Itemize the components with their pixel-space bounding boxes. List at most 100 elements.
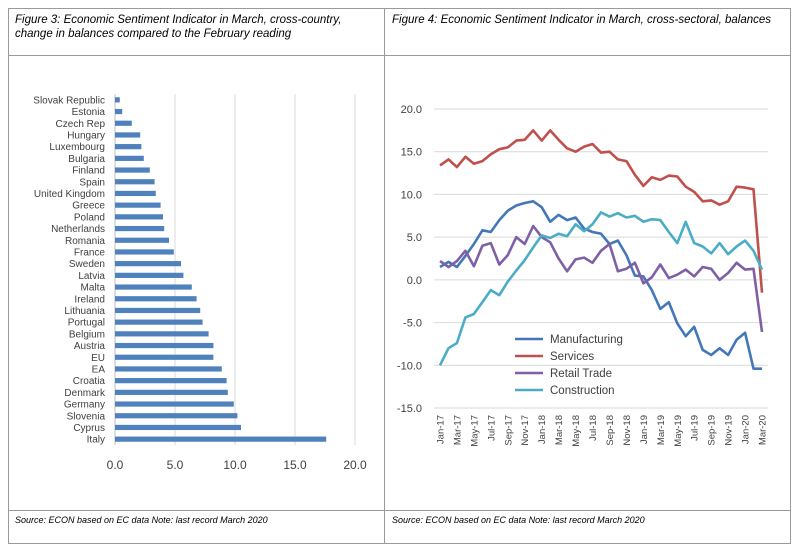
legend-label: Services bbox=[550, 351, 594, 363]
x-tick-label: Jan-18 bbox=[537, 415, 548, 444]
x-tick-label: 20.0 bbox=[343, 458, 367, 472]
category-label: Ireland bbox=[74, 294, 105, 305]
panel-divider bbox=[384, 8, 385, 544]
bar-poland bbox=[115, 214, 163, 220]
bar-romania bbox=[115, 237, 169, 243]
bar-luxembourg bbox=[115, 144, 142, 150]
category-label: Cyprus bbox=[73, 423, 105, 434]
category-label: United Kingdom bbox=[34, 189, 105, 200]
x-tick-label: Nov-19 bbox=[724, 415, 735, 446]
category-label: Finland bbox=[72, 166, 105, 177]
bar-eu bbox=[115, 354, 214, 360]
figure-4-source: Source: ECON based on EC data Note: last… bbox=[392, 515, 645, 525]
x-tick-label: Sep-19 bbox=[707, 415, 718, 446]
category-label: Greece bbox=[72, 201, 105, 212]
category-label: Luxembourg bbox=[49, 142, 105, 153]
x-tick-label: Jan-17 bbox=[436, 415, 447, 444]
bar-bulgaria bbox=[115, 155, 144, 161]
x-tick-label: Mar-20 bbox=[758, 415, 769, 445]
x-tick-label: Mar-18 bbox=[554, 415, 565, 445]
x-tick-label: Jul-18 bbox=[588, 415, 599, 441]
x-tick-label: 10.0 bbox=[223, 458, 247, 472]
x-tick-label: Jul-17 bbox=[486, 415, 497, 441]
category-label: Slovenia bbox=[67, 411, 106, 422]
bar-ea bbox=[115, 366, 222, 372]
category-label: Bulgaria bbox=[68, 154, 105, 165]
category-label: Germany bbox=[64, 400, 105, 411]
y-tick-label: 0.0 bbox=[407, 275, 422, 287]
x-tick-label: May-18 bbox=[571, 415, 582, 447]
category-label: Latvia bbox=[78, 271, 105, 282]
category-label: Belgium bbox=[69, 329, 105, 340]
x-tick-label: Sep-17 bbox=[503, 415, 514, 446]
y-tick-label: -15.0 bbox=[397, 403, 422, 415]
x-tick-label: Sep-18 bbox=[605, 415, 616, 446]
category-label: EU bbox=[91, 353, 105, 364]
x-tick-label: 0.0 bbox=[107, 458, 124, 472]
bar-ireland bbox=[115, 296, 197, 302]
x-tick-label: 15.0 bbox=[283, 458, 307, 472]
category-label: Italy bbox=[87, 435, 105, 446]
series-line-construction bbox=[438, 211, 764, 366]
bar-portugal bbox=[115, 319, 203, 325]
bar-slovak-republic bbox=[115, 97, 120, 103]
x-tick-label: 5.0 bbox=[167, 458, 184, 472]
category-label: Spain bbox=[79, 177, 105, 188]
bar-italy bbox=[115, 436, 327, 442]
series-line-services bbox=[439, 129, 764, 293]
bar-spain bbox=[115, 179, 155, 185]
bar-france bbox=[115, 249, 174, 255]
y-tick-label: 10.0 bbox=[401, 189, 422, 201]
y-tick-label: 5.0 bbox=[407, 232, 422, 244]
x-tick-label: Jan-19 bbox=[639, 415, 650, 444]
x-tick-label: Nov-17 bbox=[520, 415, 531, 446]
bar-finland bbox=[115, 167, 150, 173]
bar-croatia bbox=[115, 378, 227, 384]
legend-label: Construction bbox=[550, 385, 615, 397]
category-label: Sweden bbox=[69, 259, 105, 270]
title-divider bbox=[8, 55, 791, 56]
figure-3-bar-chart: 0.0 5.0 10.0 15.0 20.0 Slovak RepublicEstonia… bbox=[33, 94, 367, 472]
category-label: Malta bbox=[81, 283, 106, 294]
category-label: Estonia bbox=[72, 107, 106, 118]
bar-belgium bbox=[115, 331, 209, 337]
category-label: Czech Rep bbox=[56, 119, 106, 130]
category-label: EA bbox=[92, 364, 106, 375]
category-label: Portugal bbox=[68, 318, 105, 329]
bar-latvia bbox=[115, 272, 184, 278]
category-label: Netherlands bbox=[51, 224, 105, 235]
x-tick-label: May-17 bbox=[469, 415, 480, 447]
bar-sweden bbox=[115, 261, 181, 267]
legend-label: Retail Trade bbox=[550, 368, 612, 380]
figure-4-title: Figure 4: Economic Sentiment Indicator i… bbox=[392, 14, 772, 26]
y-tick-label: 20.0 bbox=[401, 104, 422, 116]
category-label: Romania bbox=[65, 236, 105, 247]
x-tick-label: Nov-18 bbox=[622, 415, 633, 446]
x-tick-label: Mar-17 bbox=[452, 415, 463, 445]
x-tick-label: Jan-20 bbox=[741, 415, 752, 444]
category-label: Denmark bbox=[64, 388, 106, 399]
category-label: Poland bbox=[74, 212, 105, 223]
figure-3-source: Source: ECON based on EC data Note: last… bbox=[15, 515, 268, 525]
bar-netherlands bbox=[115, 225, 165, 232]
series-line-manufacturing bbox=[439, 200, 762, 371]
bar-lithuania bbox=[115, 307, 201, 314]
legend-label: Manufacturing bbox=[550, 334, 623, 346]
x-tick-label: Mar-19 bbox=[656, 415, 667, 445]
bar-denmark bbox=[115, 389, 228, 395]
y-tick-label: -5.0 bbox=[403, 318, 422, 330]
x-tick-label: Jul-19 bbox=[690, 415, 701, 441]
bar-germany bbox=[115, 401, 234, 407]
category-label: Hungary bbox=[67, 130, 105, 141]
bar-czech-rep bbox=[115, 120, 132, 126]
bar-estonia bbox=[115, 108, 123, 115]
bar-malta bbox=[115, 284, 192, 290]
figure-3-title: Figure 3: Economic Sentiment Indicator i… bbox=[15, 14, 342, 40]
y-tick-label: -10.0 bbox=[397, 360, 422, 372]
x-tick-label: May-19 bbox=[673, 415, 684, 447]
category-label: Austria bbox=[74, 341, 106, 352]
bar-cyprus bbox=[115, 424, 241, 431]
category-label: Lithuania bbox=[64, 306, 105, 317]
bar-greece bbox=[115, 202, 161, 208]
bar-hungary bbox=[115, 132, 141, 138]
